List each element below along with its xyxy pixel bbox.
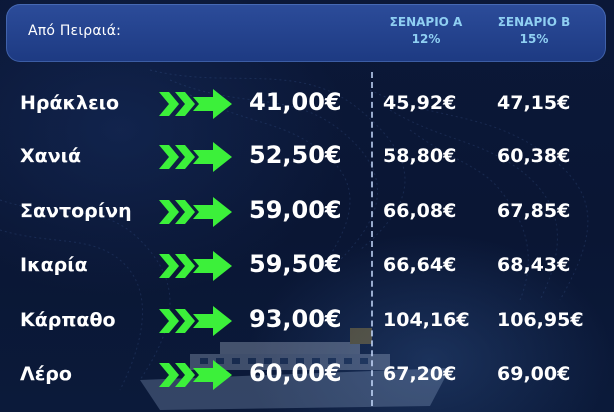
destination-name: Χανιά	[20, 145, 82, 167]
scenario-a-price: 67,20€	[383, 363, 457, 385]
scenario-b-header: ΣΕΝΑΡΙΟ Β 15%	[486, 14, 582, 48]
destination-name: Σαντορίνη	[20, 200, 132, 222]
scenario-a-price: 45,92€	[383, 92, 457, 114]
scenario-b-price: 60,38€	[497, 145, 571, 167]
destination-name: Λέρο	[20, 363, 72, 385]
scenario-b-price: 69,00€	[497, 363, 571, 385]
scenario-b-price: 68,43€	[497, 254, 571, 276]
scenario-b-price: 67,85€	[497, 200, 571, 222]
scenario-b-title: ΣΕΝΑΡΙΟ Β	[497, 15, 571, 29]
scenario-b-percent: 15%	[519, 32, 549, 46]
double-chevron-arrow-icon	[159, 306, 232, 336]
fare-row: Χανιά 52,50€ 58,80€ 60,38€	[0, 137, 614, 177]
scenario-a-header: ΣΕΝΑΡΙΟ Α 12%	[378, 14, 474, 48]
scenario-b-price: 106,95€	[497, 309, 584, 331]
fare-row: Λέρο 60,00€ 67,20€ 69,00€	[0, 355, 614, 395]
scenario-a-title: ΣΕΝΑΡΙΟ Α	[389, 15, 463, 29]
column-divider	[371, 72, 373, 406]
double-chevron-arrow-icon	[159, 89, 232, 119]
scenario-a-price: 66,64€	[383, 254, 457, 276]
current-price: 41,00€	[249, 88, 342, 116]
current-price: 93,00€	[249, 305, 342, 333]
fare-row: Σαντορίνη 59,00€ 66,08€ 67,85€	[0, 192, 614, 232]
destination-name: Κάρπαθο	[20, 309, 116, 331]
fare-row: Κάρπαθο 93,00€ 104,16€ 106,95€	[0, 301, 614, 341]
double-chevron-arrow-icon	[159, 251, 232, 281]
fare-row: Ικαρία 59,50€ 66,64€ 68,43€	[0, 246, 614, 286]
scenario-a-price: 58,80€	[383, 145, 457, 167]
double-chevron-arrow-icon	[159, 142, 232, 172]
double-chevron-arrow-icon	[159, 197, 232, 227]
scenario-a-price: 104,16€	[383, 309, 470, 331]
origin-label: Από Πειραιά:	[28, 23, 122, 39]
scenario-a-percent: 12%	[411, 32, 441, 46]
current-price: 52,50€	[249, 141, 342, 169]
scenario-b-price: 47,15€	[497, 92, 571, 114]
fare-row: Ηράκλειο 41,00€ 45,92€ 47,15€	[0, 84, 614, 124]
current-price: 59,50€	[249, 250, 342, 278]
destination-name: Ηράκλειο	[20, 92, 120, 114]
table-header-bar: Από Πειραιά: ΣΕΝΑΡΙΟ Α 12% ΣΕΝΑΡΙΟ Β 15%	[6, 4, 606, 62]
scenario-a-price: 66,08€	[383, 200, 457, 222]
current-price: 60,00€	[249, 359, 342, 387]
current-price: 59,00€	[249, 196, 342, 224]
double-chevron-arrow-icon	[159, 360, 232, 390]
destination-name: Ικαρία	[20, 254, 88, 276]
